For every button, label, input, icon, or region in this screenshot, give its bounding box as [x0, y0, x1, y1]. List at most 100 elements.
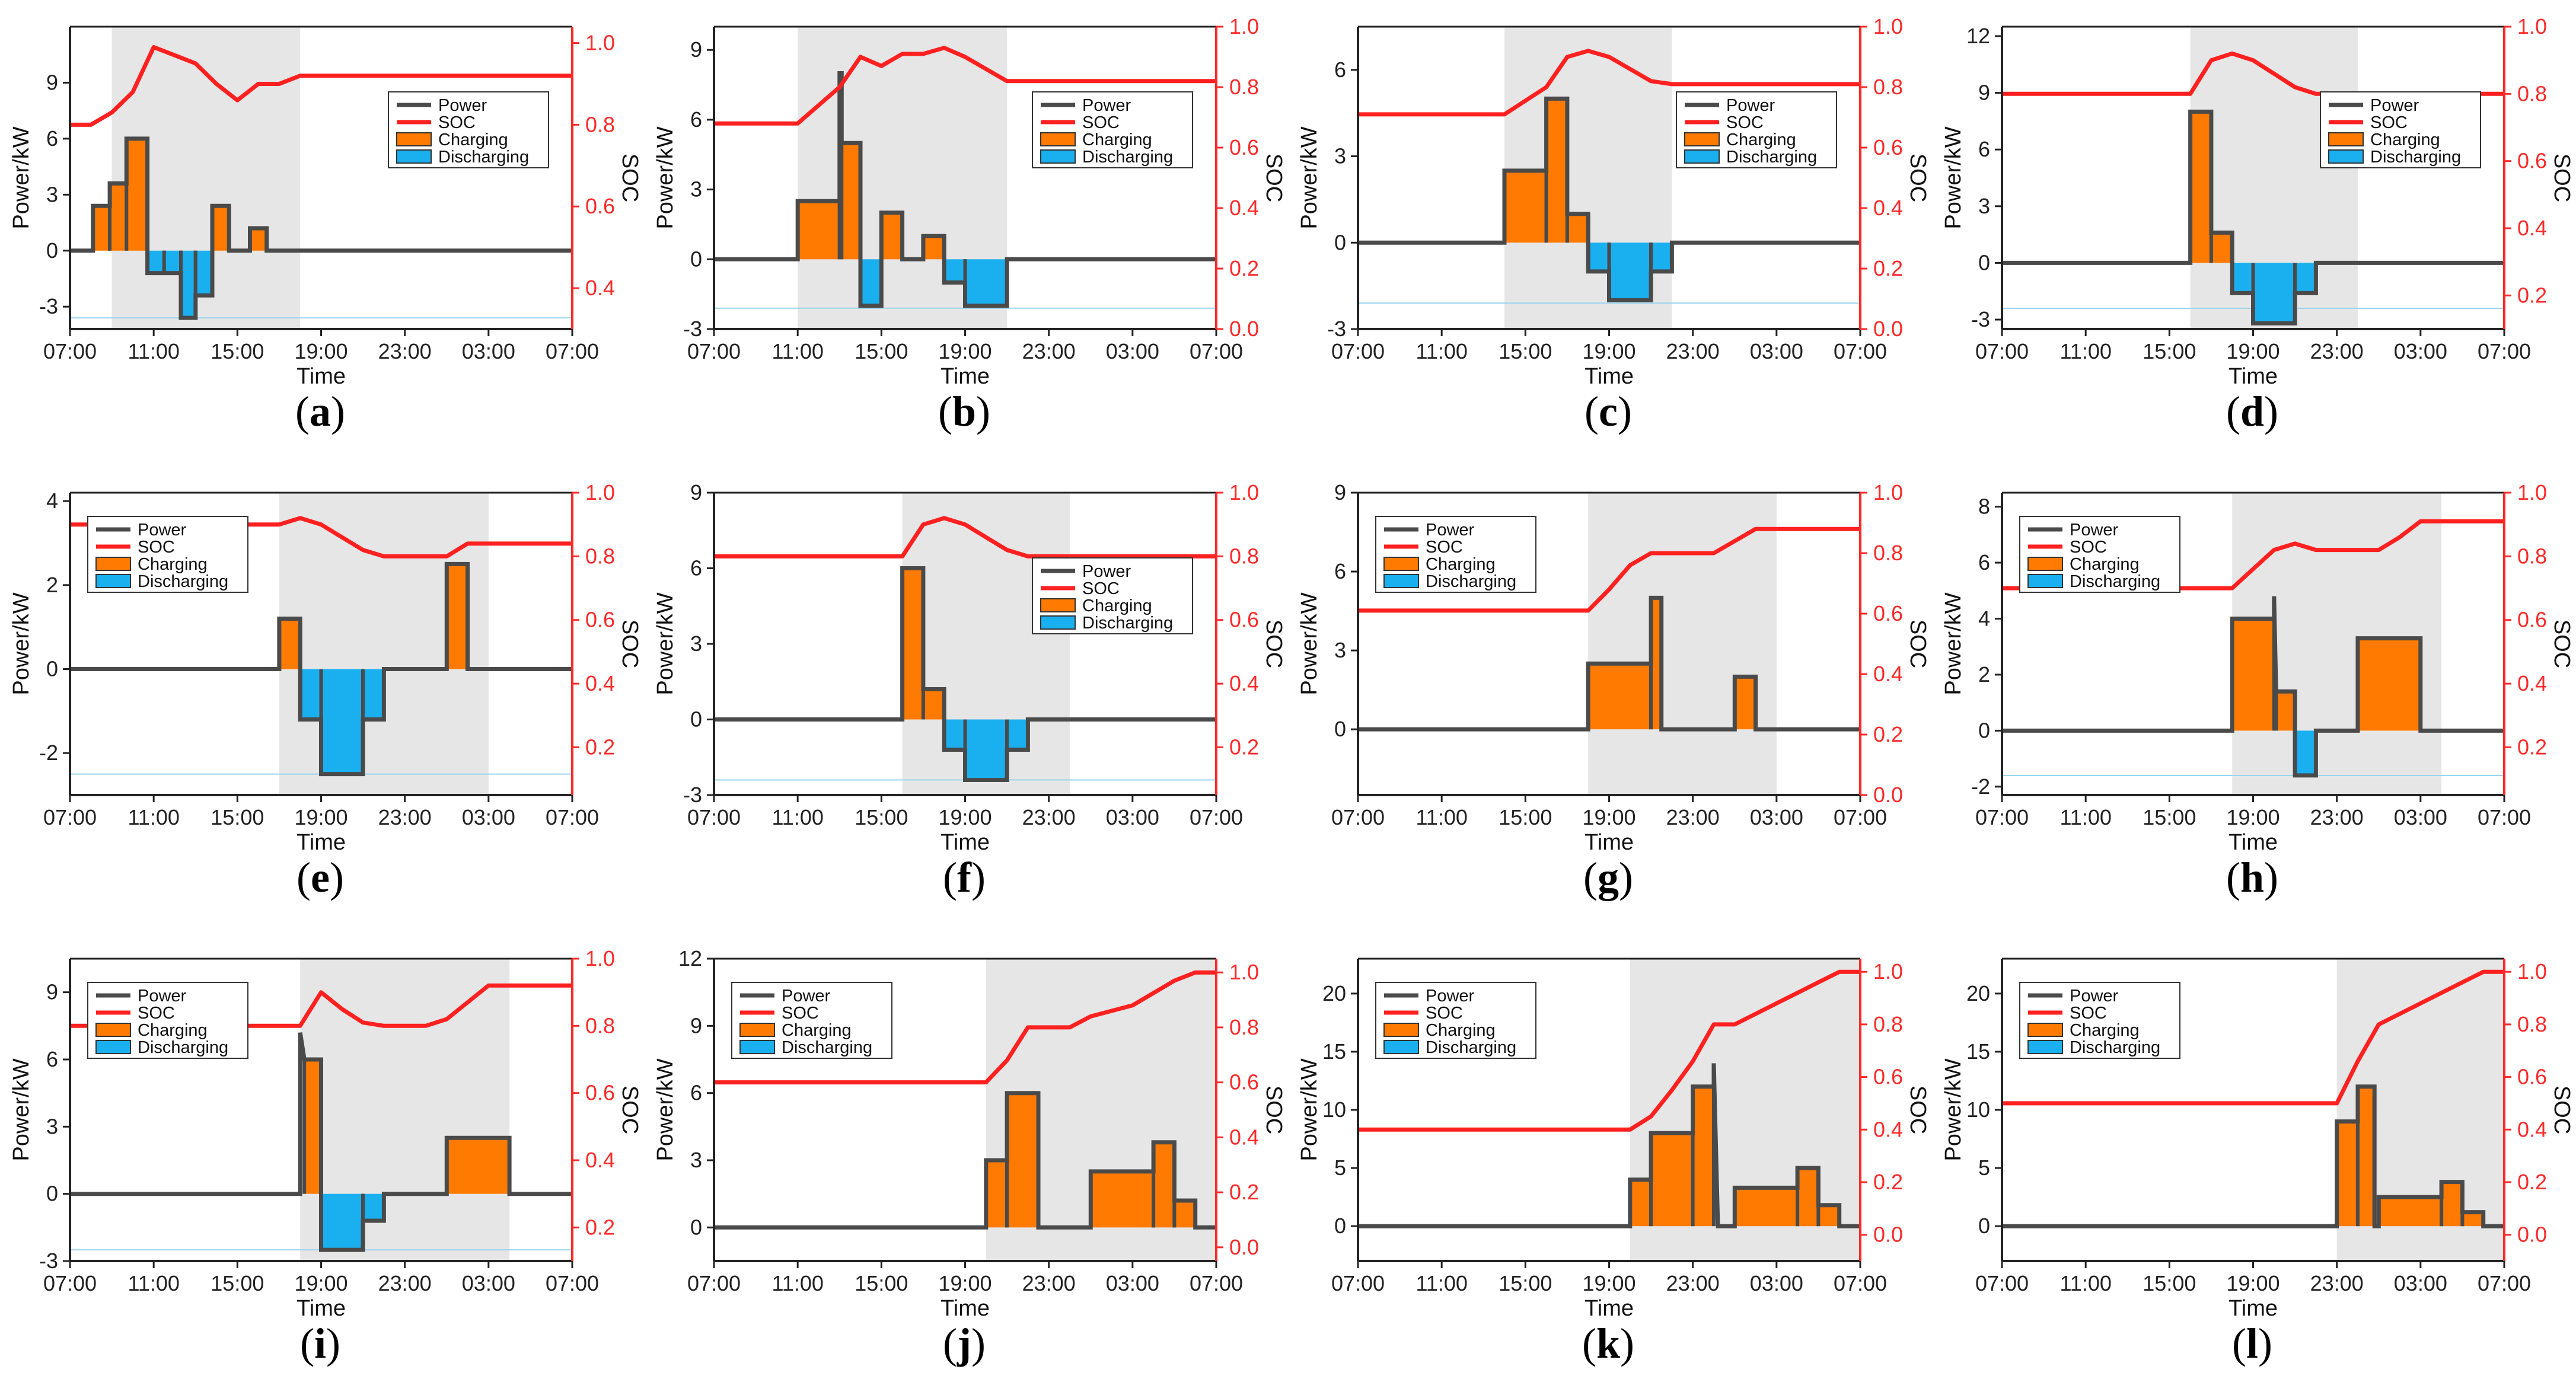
y-tick-label: 0: [1978, 250, 1990, 275]
charging-bar: [2357, 638, 2421, 731]
y2-tick-label: 0.2: [1229, 256, 1259, 280]
legend-power-label: Power: [782, 987, 831, 1006]
y2-tick-label: 0.4: [585, 1148, 615, 1172]
discharging-bar: [965, 719, 1008, 780]
y-tick-label: 3: [1334, 144, 1346, 168]
charging-bar: [93, 206, 110, 251]
soc-line: [70, 45, 572, 127]
y2-tick-label: 0.6: [1873, 135, 1903, 159]
charging-bar: [2211, 232, 2233, 263]
discharging-bar: [965, 259, 1008, 306]
legend-discharging-swatch: [95, 1040, 131, 1054]
discharging-bar: [944, 719, 965, 750]
y2-tick-label: 0.2: [1229, 735, 1259, 759]
y2-tick-label: 0.2: [1873, 256, 1903, 280]
panel-d: 07:00 11:00 15:00 19:00 23:00 03:00 07:00 Time -…: [1932, 0, 2574, 462]
discharging-bar: [181, 250, 196, 318]
soc-line: [714, 970, 1216, 1085]
discharging-bar: [2253, 263, 2296, 324]
power-line: [714, 1091, 1216, 1230]
soc-line: [70, 983, 572, 1028]
discharging-bar: [944, 259, 965, 283]
x-axis-title: Time: [941, 830, 990, 855]
soc-line: [1358, 49, 1860, 117]
chart-k: 07:00 11:00 15:00 19:00 23:00 03:00 07:00 Time 0…: [1297, 957, 1930, 1367]
legend-soc-label: SOC: [2370, 113, 2408, 132]
x-tick-label: 19:00: [1582, 1271, 1635, 1295]
legend-charging-label: Charging: [1082, 596, 1152, 615]
x-tick-label: 07:00: [546, 805, 599, 829]
y2-tick-label: 0.4: [2517, 671, 2547, 695]
charging-bar: [447, 1138, 510, 1194]
y2-tick-label: 0.6: [2517, 608, 2547, 632]
charging-bar: [1588, 663, 1652, 730]
x-tick-label: 15:00: [855, 339, 908, 363]
charging-bar: [2379, 1197, 2442, 1227]
power-line: [714, 71, 1216, 308]
discharging-bar: [2232, 263, 2253, 293]
x-tick-label: 11:00: [1415, 805, 1467, 829]
y-tick-label: 4: [46, 489, 58, 513]
y2-tick-label: 0.0: [1229, 317, 1259, 341]
panel-h: 07:00 11:00 15:00 19:00 23:00 03:00 07:00 Time -…: [1932, 466, 2574, 928]
x-tick-label: 19:00: [294, 1271, 347, 1295]
y2-tick-label: 0.6: [585, 194, 615, 218]
charging-bar: [126, 138, 148, 251]
x-tick-label: 07:00: [2478, 339, 2531, 363]
x-tick-label: 15:00: [1499, 339, 1552, 363]
discharging-bar: [860, 259, 882, 306]
legend-power-label: Power: [138, 987, 187, 1006]
panel-caption: (e): [297, 854, 344, 901]
charging-bar: [1651, 1133, 1693, 1227]
legend-discharging-label: Discharging: [1726, 148, 1817, 167]
legend-soc-label: SOC: [1726, 113, 1764, 132]
x-tick-label: 23:00: [1022, 805, 1076, 829]
y2-axis-title: SOC: [1261, 154, 1286, 202]
x-tick-label: 11:00: [771, 339, 823, 363]
chart-j: 07:00 11:00 15:00 19:00 23:00 03:00 07:00 Time 0…: [653, 946, 1286, 1367]
charging-bar: [986, 1160, 1008, 1228]
charging-bar: [1007, 1093, 1039, 1228]
y2-tick-label: 1.0: [1873, 959, 1903, 984]
chart-f: 07:00 11:00 15:00 19:00 23:00 03:00 07:00 Time -…: [653, 480, 1286, 901]
legend-charging-swatch: [1040, 132, 1076, 146]
x-tick-label: 15:00: [211, 1271, 264, 1295]
y2-tick-label: 0.0: [1873, 783, 1903, 807]
y-tick-label: 3: [46, 182, 58, 206]
discharging-bar: [363, 669, 384, 720]
y-tick-label: 0: [690, 247, 702, 271]
x-tick-label: 23:00: [2310, 339, 2364, 363]
y-axis-title: Power/kW: [1941, 126, 1966, 229]
x-axis-title: Time: [297, 1296, 346, 1321]
y2-tick-label: 0.2: [2517, 735, 2547, 759]
chart-a: 07:00 11:00 15:00 19:00 23:00 03:00 07:00 Time -…: [9, 25, 642, 435]
legend-discharging-swatch: [739, 1040, 775, 1054]
charging-bar: [447, 564, 468, 669]
legend-charging-swatch: [739, 1023, 775, 1037]
y2-tick-label: 0.8: [1229, 1015, 1259, 1039]
x-tick-label: 03:00: [1106, 805, 1159, 829]
y2-axis-title: SOC: [1905, 1086, 1930, 1134]
x-tick-label: 11:00: [127, 1271, 179, 1295]
x-axis-title: Time: [2229, 1296, 2278, 1321]
x-tick-label: 07:00: [1834, 1271, 1887, 1295]
y-tick-label: 0: [46, 657, 58, 681]
discharging-bar: [164, 250, 181, 273]
legend-power-label: Power: [1082, 562, 1131, 581]
y-tick-label: 6: [1334, 559, 1346, 583]
charging-bar: [2276, 691, 2296, 731]
y2-tick-label: 0.4: [1873, 1117, 1903, 1141]
legend-discharging-swatch: [1040, 615, 1076, 630]
y-axis-title: Power/kW: [9, 126, 34, 229]
discharging-bar: [363, 1193, 384, 1221]
y2-tick-label: 0.4: [1229, 196, 1259, 220]
legend-power-label: Power: [1082, 96, 1131, 115]
y-axis-title: Power/kW: [653, 126, 678, 229]
x-tick-label: 07:00: [1975, 805, 2029, 829]
x-tick-label: 23:00: [1666, 1271, 1720, 1295]
soc-line: [714, 46, 1216, 126]
power-line: [1358, 96, 1860, 302]
